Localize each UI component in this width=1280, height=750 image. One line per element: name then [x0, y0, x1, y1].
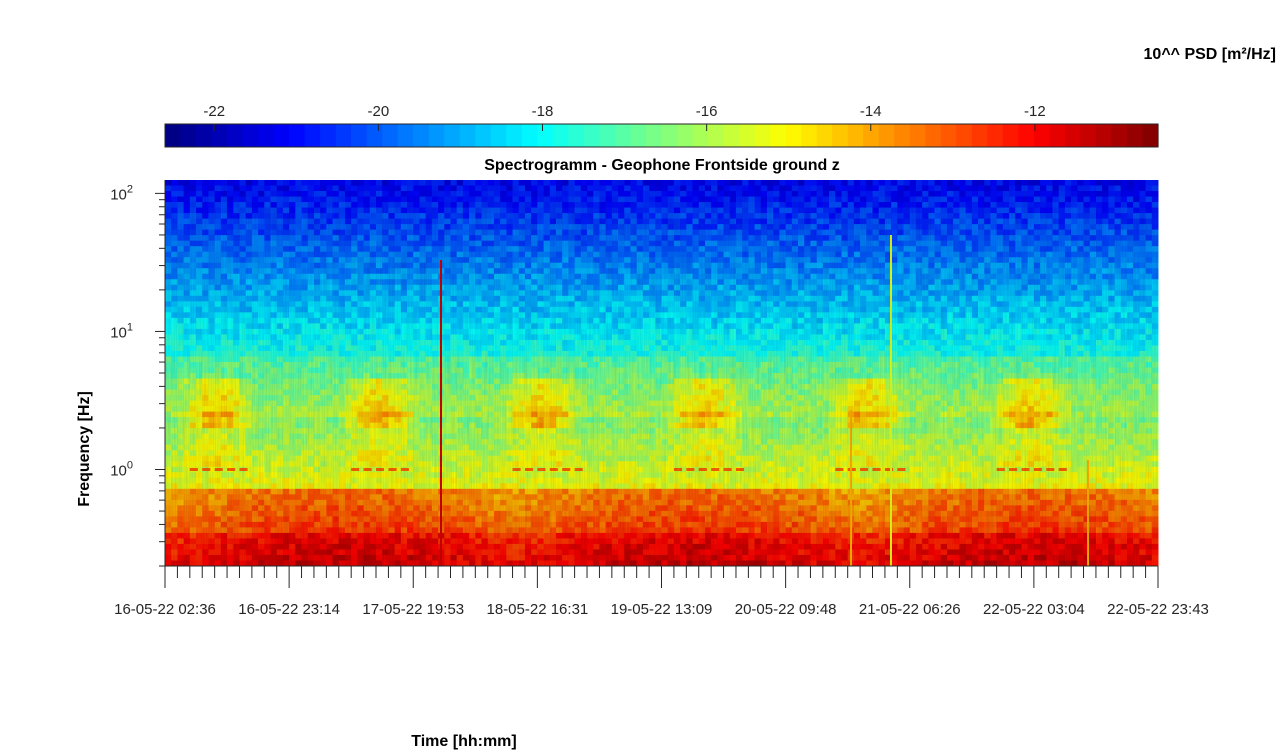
colorbar-cell	[211, 124, 228, 147]
colorbar-cell	[552, 124, 570, 147]
colorbar-cell	[909, 124, 926, 147]
colorbar-cell	[521, 124, 538, 147]
colorbar-cell	[397, 124, 414, 147]
colorbar-cell	[599, 124, 616, 147]
colorbar-cell	[1002, 124, 1019, 147]
colorbar-tick-label: -14	[860, 103, 882, 120]
colorbar-cell	[242, 124, 259, 147]
colorbar-cell	[692, 124, 709, 147]
colorbar-cell	[273, 124, 290, 147]
colorbar-cell	[289, 124, 306, 147]
colorbar-cell	[568, 124, 585, 147]
colorbar-cell	[537, 124, 554, 147]
colorbar-cell	[382, 124, 399, 147]
colorbar-tick-label: -12	[1024, 103, 1046, 120]
colorbar-cell	[971, 124, 988, 147]
colorbar-cell	[304, 124, 321, 147]
colorbar-cell	[428, 124, 445, 147]
colorbar-cell	[723, 124, 740, 147]
colorbar-cell	[832, 124, 849, 147]
colorbar-cell	[863, 124, 880, 147]
colorbar-cell	[1111, 124, 1128, 147]
colorbar-cell	[801, 124, 818, 147]
colorbar-cell	[894, 124, 911, 147]
colorbar-cell	[956, 124, 973, 147]
colorbar-cell	[925, 124, 942, 147]
colorbar-cell	[1033, 124, 1050, 147]
colorbar-cell	[180, 124, 197, 147]
spectrogram-plot	[165, 180, 1159, 567]
chart-title: Spectrogramm - Geophone Frontside ground…	[484, 157, 840, 174]
colorbar-cell	[506, 124, 523, 147]
colorbar-frame	[164, 123, 1159, 148]
colorbar-cell	[490, 124, 507, 147]
colorbar-cell	[708, 124, 725, 147]
colorbar: -22 -20 -18 -16 -14 -12	[164, 103, 1159, 148]
colorbar-cell	[1142, 124, 1159, 147]
colorbar-cell	[645, 124, 663, 147]
colorbar-cell	[1049, 124, 1066, 147]
colorbar-cell	[335, 124, 352, 147]
colorbar-cell	[630, 124, 647, 147]
colorbar-cell	[475, 124, 492, 147]
colorbar-cell	[677, 124, 694, 147]
colorbar-cell	[258, 124, 275, 147]
colorbar-cell	[366, 124, 383, 147]
colorbar-cell	[196, 124, 213, 147]
colorbar-cell	[1018, 124, 1035, 147]
colorbar-cell	[1095, 124, 1113, 147]
colorbar-tick-label: -18	[532, 103, 554, 120]
colorbar-cell	[739, 124, 756, 147]
colorbar-cell	[165, 124, 182, 147]
colorbar-cell	[351, 124, 368, 147]
colorbar-cell	[320, 124, 337, 147]
colorbar-cell	[661, 124, 678, 147]
colorbar-cell	[754, 124, 771, 147]
colorbar-cell	[444, 124, 461, 147]
colorbar-cell	[227, 124, 244, 147]
colorbar-cell	[987, 124, 1004, 147]
colorbar-cell	[1126, 124, 1144, 147]
colorbar-cell	[770, 124, 787, 147]
colorbar-cell	[878, 124, 895, 147]
colorbar-tick-label: -20	[368, 103, 390, 120]
colorbar-cell	[1064, 124, 1082, 147]
colorbar-cell	[816, 124, 833, 147]
colorbar-cell	[413, 124, 430, 147]
colorbar-cell	[785, 124, 802, 147]
colorbar-tick-label: -22	[203, 103, 225, 120]
colorbar-ticks: -22 -20 -18 -16 -14 -12	[203, 103, 1046, 131]
colorbar-cell	[940, 124, 957, 147]
colorbar-label: 10^^ PSD [m²/Hz]	[1144, 46, 1276, 63]
colorbar-cell	[583, 124, 601, 147]
colorbar-cell	[614, 124, 632, 147]
colorbar-cell	[459, 124, 476, 147]
colorbar-cell	[1080, 124, 1097, 147]
colorbar-cells	[165, 124, 1159, 147]
colorbar-cell	[847, 124, 864, 147]
colorbar-tick-label: -16	[696, 103, 718, 120]
